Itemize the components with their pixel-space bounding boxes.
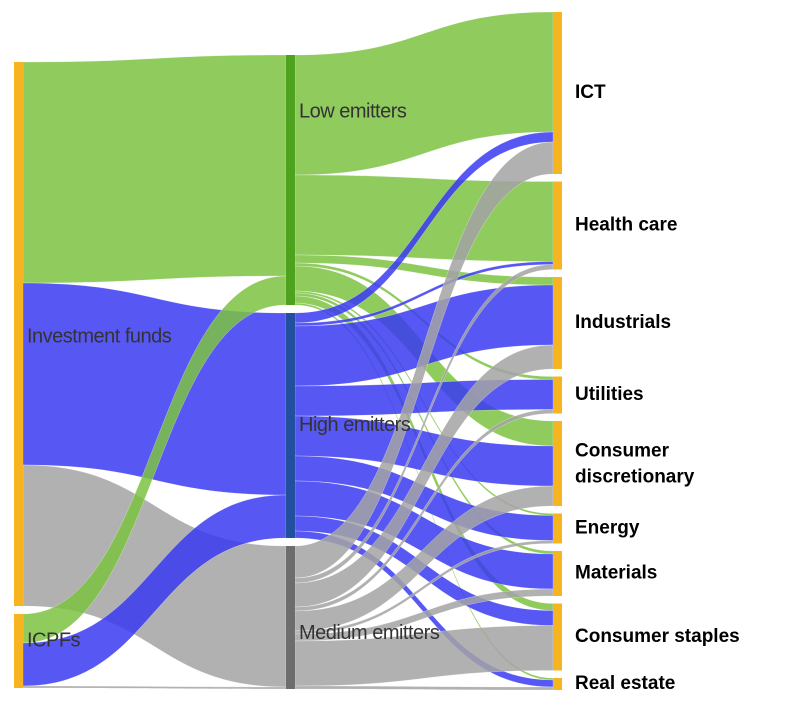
- node-bar: [553, 421, 562, 506]
- flow-link: [22, 54, 287, 284]
- flow-link: [294, 685, 554, 691]
- node-bar: [553, 376, 562, 414]
- labels: Investment funds ICPFs Low emitters High em…: [27, 82, 740, 694]
- node-bar: [553, 12, 562, 174]
- flow-link: [294, 11, 554, 176]
- node-bar: [14, 62, 23, 606]
- node-label: Low emitters: [299, 100, 407, 122]
- node-label: Energy: [575, 518, 640, 539]
- node-bar: [553, 551, 562, 596]
- flow-link: [294, 379, 554, 417]
- node-bar: [553, 277, 562, 369]
- node-label: Investment funds: [27, 325, 172, 347]
- node-label: Real estate: [575, 673, 675, 694]
- node-bar: [553, 181, 562, 270]
- node-bar: [553, 678, 562, 690]
- node-label: ICT: [575, 82, 606, 103]
- node-label: Materials: [575, 563, 657, 584]
- node-bar: [553, 603, 562, 671]
- flow-link: [22, 685, 287, 690]
- node-label: Consumer discretionary: [575, 441, 695, 488]
- node-label: Industrials: [575, 312, 671, 333]
- node-label: ICPFs: [27, 629, 81, 651]
- node-label-line: discretionary: [575, 467, 695, 488]
- links: [22, 11, 554, 691]
- node-label: Utilities: [575, 384, 644, 405]
- node-label: High emitters: [299, 414, 411, 436]
- node-label: Health care: [575, 215, 677, 236]
- node-bar: [286, 55, 295, 305]
- node-label: Consumer staples: [575, 626, 740, 647]
- node-label: Medium emitters: [299, 622, 440, 644]
- node-bar: [14, 614, 23, 688]
- node-label-line: Consumer: [575, 441, 670, 462]
- node-bar: [286, 313, 295, 538]
- node-bar: [553, 513, 562, 544]
- nodes: [14, 12, 562, 690]
- node-bar: [286, 546, 295, 689]
